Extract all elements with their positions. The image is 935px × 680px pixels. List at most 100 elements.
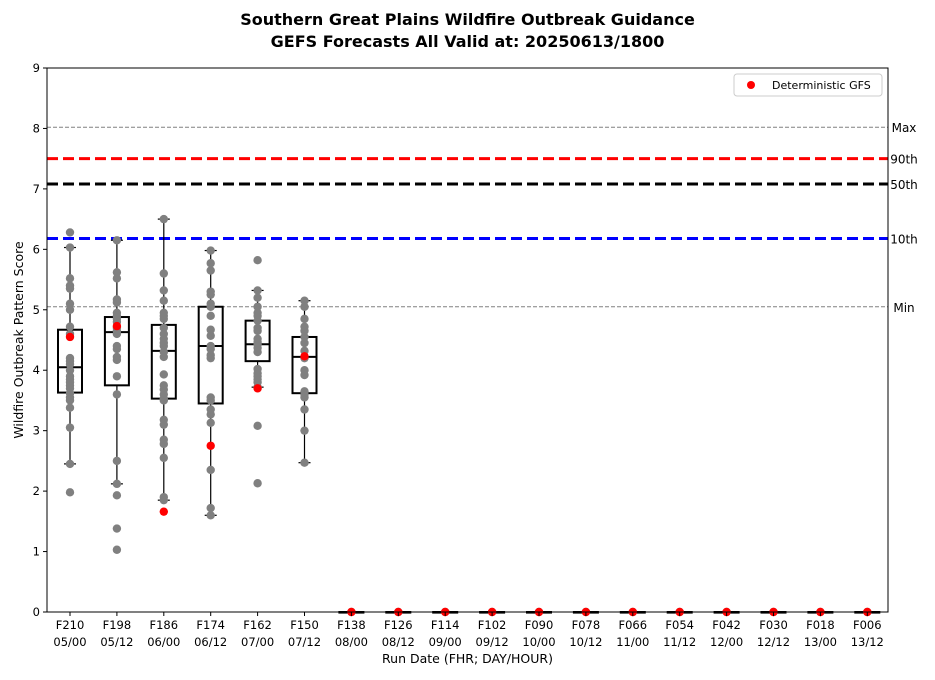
deterministic-point	[300, 352, 309, 361]
ensemble-member-point	[253, 347, 262, 357]
ensemble-member-point	[159, 352, 168, 362]
ensemble-member-point	[159, 370, 168, 379]
ensemble-member-point	[65, 423, 75, 432]
y-tick-label: 0	[33, 605, 40, 619]
ensemble-member-point	[253, 286, 262, 295]
ensemble-member-point	[300, 338, 309, 348]
ensemble-member-point	[300, 296, 309, 305]
x-tick-label-date: 11/00	[616, 635, 649, 649]
ensemble-member-point	[206, 325, 215, 334]
ensemble-member-point	[65, 366, 75, 375]
ensemble-member-point	[112, 274, 122, 283]
ensemble-member-point	[112, 236, 122, 245]
ensemble-member-point	[65, 396, 75, 405]
ensemble-member-point	[206, 302, 215, 311]
ensemble-member-point	[253, 479, 262, 488]
ensemble-member-point	[206, 503, 215, 513]
x-tick-label-fhr: F102	[478, 618, 507, 632]
ensemble-member-point	[159, 420, 168, 429]
x-tick-label-fhr: F042	[712, 618, 741, 632]
ensemble-member-point	[206, 311, 215, 321]
chart-title: Southern Great Plains Wildfire Outbreak …	[240, 10, 695, 29]
ensemble-member-point	[65, 322, 75, 331]
chart-subtitle: GEFS Forecasts All Valid at: 20250613/18…	[271, 32, 665, 51]
ensemble-member-point	[253, 302, 262, 311]
ensemble-member-point	[206, 410, 215, 419]
x-tick-label-fhr: F090	[525, 618, 554, 632]
x-tick-label-date: 11/12	[663, 635, 696, 649]
ensemble-member-point	[206, 353, 215, 363]
x-axis-label: Run Date (FHR; DAY/HOUR)	[382, 651, 553, 666]
ensemble-member-point	[65, 359, 75, 369]
ensemble-members	[65, 214, 872, 617]
ensemble-member-point	[159, 495, 168, 505]
ensemble-member-point	[206, 344, 215, 354]
ensemble-member-point	[253, 326, 262, 336]
ensemble-member-point	[206, 290, 215, 299]
ensemble-member-point	[112, 268, 122, 277]
ensemble-member-point	[65, 274, 75, 283]
ensemble-member-point	[159, 396, 168, 405]
x-tick-label-fhr: F198	[103, 618, 132, 632]
x-tick-label-fhr: F078	[572, 618, 601, 632]
ensemble-member-point	[112, 456, 122, 466]
legend-box	[733, 73, 883, 97]
ensemble-member-point	[65, 243, 75, 252]
deterministic-point	[159, 507, 168, 516]
x-tick-label-fhr: F054	[665, 618, 694, 632]
y-tick-label: 2	[33, 484, 40, 498]
reference-line-labels: Max 90th 50th 10th Min	[890, 121, 918, 315]
y-tick-label: 9	[33, 61, 40, 75]
deterministic-point	[112, 321, 122, 331]
plot-area-frame	[46, 67, 889, 613]
ensemble-member-point	[206, 396, 215, 405]
x-tick-label-date: 09/12	[476, 635, 509, 649]
x-tick-label-date: 05/12	[100, 635, 133, 649]
x-tick-label-date: 08/00	[335, 635, 368, 649]
ensemble-member-point	[112, 524, 122, 533]
ensemble-member-point	[112, 372, 122, 381]
x-tick-label-date: 07/12	[288, 635, 321, 649]
ensemble-member-point	[112, 479, 122, 489]
y-tick-label: 7	[33, 182, 40, 196]
ensemble-member-point	[112, 355, 122, 365]
ensemble-member-point	[206, 331, 215, 340]
x-tick-label-fhr: F186	[150, 618, 179, 632]
ensemble-member-point	[112, 491, 122, 500]
y-tick-label: 3	[33, 424, 40, 438]
ensemble-member-point	[112, 329, 122, 339]
x-tick-label-fhr: F066	[619, 618, 648, 632]
x-tick-label-fhr: F030	[759, 618, 788, 632]
ensemble-member-point	[159, 439, 168, 449]
ensemble-member-point	[300, 370, 309, 380]
x-tick-label-fhr: F006	[853, 618, 882, 632]
reference-label-min: Min	[893, 301, 914, 315]
ensemble-member-point	[65, 403, 75, 412]
x-tick-label-date: 05/00	[53, 635, 86, 649]
x-tick-label-date: 10/12	[569, 635, 602, 649]
deterministic-point	[253, 384, 262, 393]
ensemble-member-point	[253, 421, 262, 431]
ensemble-member-point	[159, 314, 168, 324]
box-plots	[57, 218, 881, 614]
x-tick-label-date: 13/12	[851, 635, 884, 649]
deterministic-point	[206, 441, 215, 450]
ensemble-member-point	[65, 284, 75, 293]
ensemble-member-point	[159, 323, 168, 333]
ensemble-member-point	[112, 545, 122, 554]
x-tick-label-fhr: F162	[243, 618, 272, 632]
x-tick-label-fhr: F018	[806, 618, 835, 632]
x-tick-label-fhr: F114	[431, 618, 460, 632]
ensemble-member-point	[300, 326, 309, 336]
ensemble-member-point	[206, 266, 215, 275]
legend: Deterministic GFS	[733, 73, 883, 97]
ensemble-member-point	[300, 458, 309, 467]
ensemble-member-point	[300, 393, 309, 402]
x-tick-label-date: 12/00	[710, 635, 743, 649]
ensemble-member-point	[253, 293, 262, 302]
x-tick-label-fhr: F138	[337, 618, 366, 632]
ensemble-member-point	[206, 259, 215, 268]
ensemble-member-point	[300, 405, 309, 414]
ensemble-member-point	[253, 256, 262, 265]
